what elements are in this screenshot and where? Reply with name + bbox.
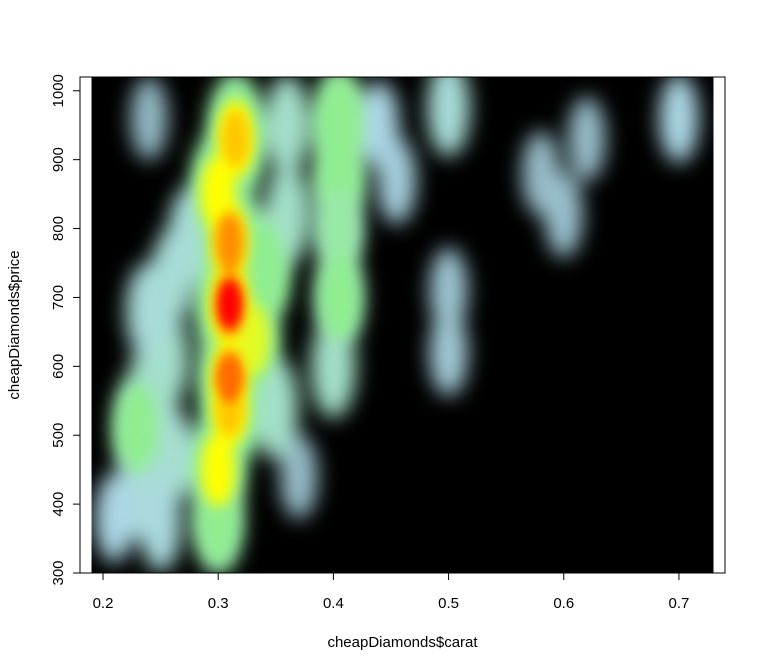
y-tick-label: 700 (50, 285, 67, 310)
density-blob (264, 77, 310, 177)
x-tick-label: 0.7 (668, 595, 689, 612)
x-tick-label: 0.2 (93, 595, 114, 612)
x-tick-label: 0.5 (438, 595, 459, 612)
density-blob (310, 314, 357, 419)
y-axis-title: cheapDiamonds$price (6, 250, 23, 399)
density-blob (429, 247, 468, 334)
density-blob (377, 136, 417, 225)
y-tick-label: 300 (50, 560, 67, 585)
density-blob (94, 473, 135, 563)
density-blob (117, 383, 158, 473)
y-tick-label: 500 (50, 423, 67, 448)
density-blob (427, 77, 471, 157)
density-blob (201, 432, 236, 507)
density-blob (218, 357, 241, 403)
y-tick-label: 400 (50, 492, 67, 517)
y-tick-label: 600 (50, 354, 67, 379)
density-blob (253, 355, 299, 460)
density-blob (659, 77, 699, 164)
plot-area (91, 77, 714, 573)
x-tick-label: 0.3 (208, 595, 229, 612)
density-blob (236, 302, 270, 375)
density-blob (521, 131, 560, 216)
y-tick-label: 800 (50, 216, 67, 241)
density-blob (215, 211, 244, 273)
density-blob (429, 308, 469, 397)
density-blob (279, 434, 318, 519)
density-blob (320, 186, 358, 271)
y-tick-label: 1000 (50, 74, 67, 107)
axes: 0.2 0.3 0.4 0.5 0.6 0.7 300 400 500 600 700 800 900 1… (50, 74, 726, 612)
density-blob (125, 263, 169, 360)
density-blob (243, 223, 285, 316)
density-layer (94, 77, 699, 573)
x-tick-label: 0.6 (553, 595, 574, 612)
density-blob (130, 77, 168, 161)
density-blob (218, 280, 242, 329)
y-tick-label: 900 (50, 147, 67, 172)
density-blob (567, 96, 606, 182)
x-axis-title: cheapDiamonds$carat (327, 634, 478, 651)
density-blob (221, 109, 250, 169)
density-blob (139, 477, 182, 572)
density-blob (319, 254, 359, 341)
x-tick-label: 0.4 (323, 595, 344, 612)
